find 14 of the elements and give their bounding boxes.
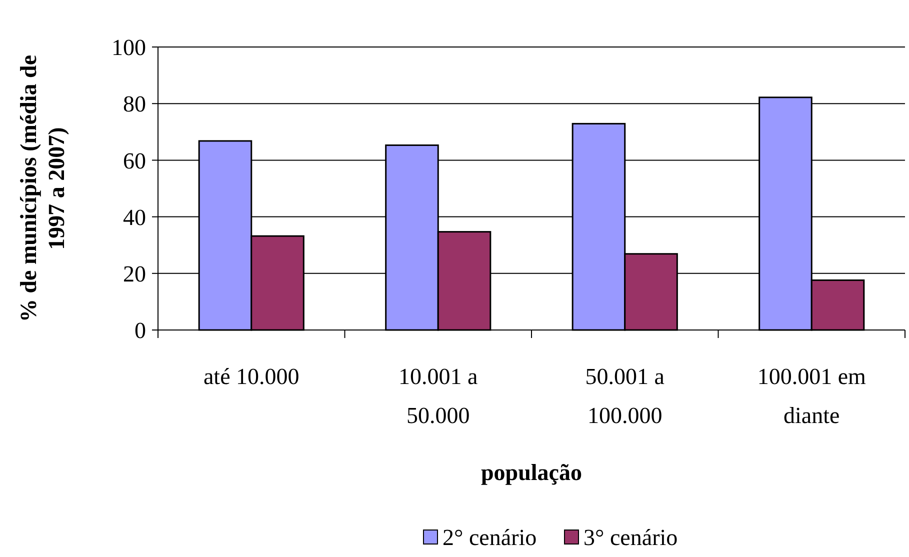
- x-tick-label: 10.001 a 50.000: [398, 364, 478, 428]
- x-tick-label: 50.001 a 100.000: [585, 364, 664, 428]
- y-axis-title: % de municípios (média de 1997 a 2007): [16, 54, 69, 322]
- x-tick-label: 100.001 em diante: [757, 364, 866, 428]
- x-axis-title: população: [481, 460, 582, 485]
- y-tick-label: 40: [123, 204, 146, 230]
- y-tick-label: 0: [134, 318, 146, 344]
- y-tick-label: 60: [123, 148, 146, 174]
- y-tick-label: 80: [123, 92, 146, 117]
- y-tick-label: 20: [123, 261, 146, 286]
- legend-label: 3° cenário: [584, 525, 678, 550]
- y-tick-label: 100: [112, 35, 146, 60]
- x-tick-label: até 10.000: [203, 364, 300, 389]
- legend-label: 2° cenário: [442, 525, 537, 550]
